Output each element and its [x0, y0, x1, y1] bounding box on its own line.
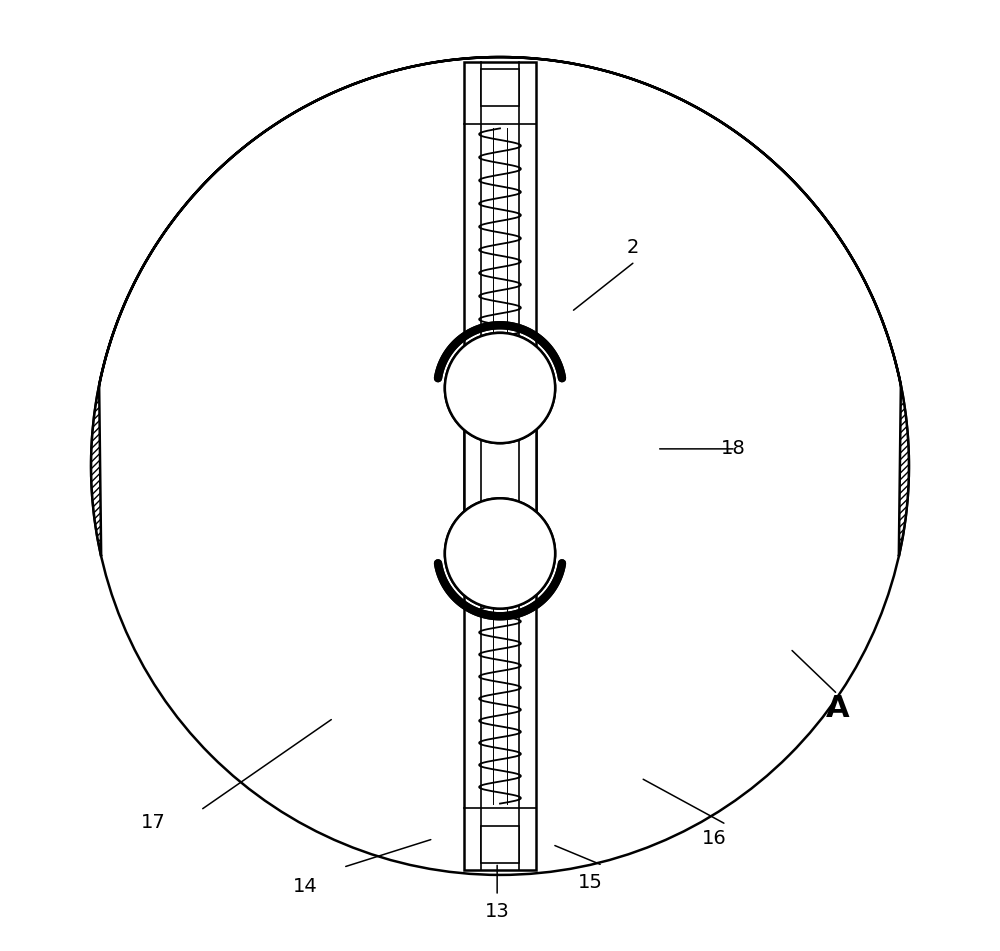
Text: 17: 17: [141, 813, 165, 832]
Bar: [481, 69, 519, 106]
Bar: [464, 385, 536, 556]
Text: 2: 2: [627, 238, 639, 257]
Polygon shape: [91, 57, 909, 556]
Bar: [464, 62, 536, 870]
Circle shape: [445, 333, 555, 443]
Circle shape: [445, 498, 555, 609]
Text: A: A: [826, 694, 849, 723]
Text: 13: 13: [485, 902, 510, 921]
Text: 15: 15: [578, 873, 603, 892]
Text: 14: 14: [293, 877, 317, 896]
Circle shape: [445, 333, 555, 443]
Text: 16: 16: [702, 829, 726, 848]
Circle shape: [445, 498, 555, 609]
Text: 18: 18: [721, 439, 745, 458]
Bar: [481, 826, 519, 863]
